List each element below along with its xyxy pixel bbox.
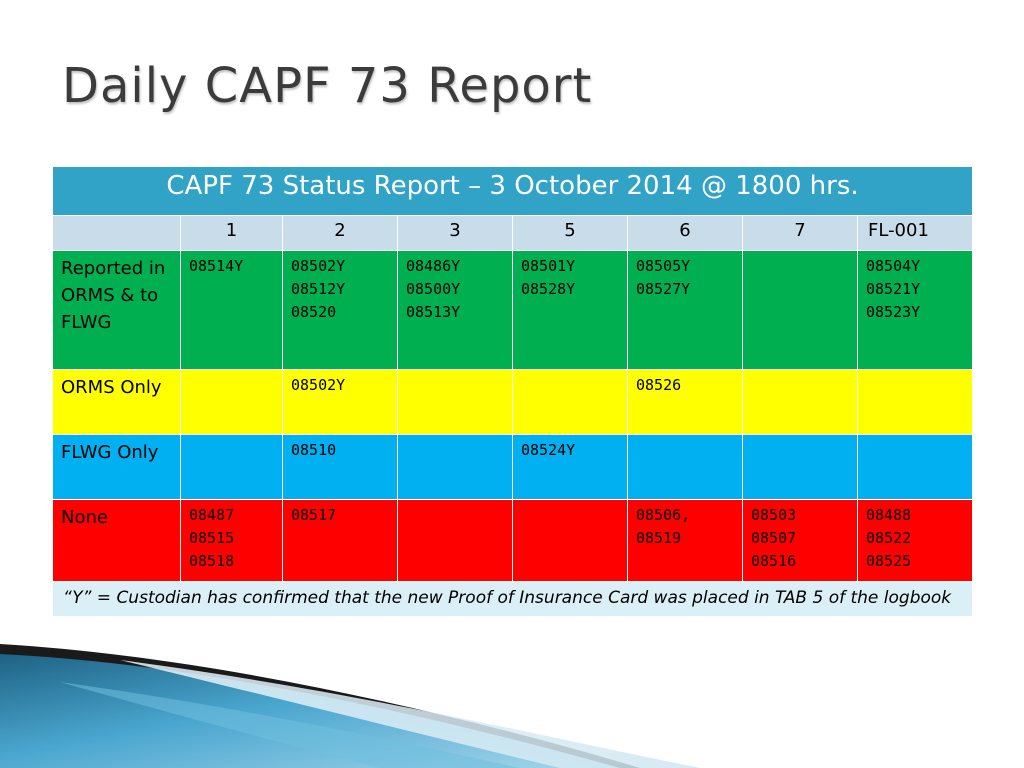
column-header-1: 1 xyxy=(180,215,283,251)
table-header-row: CAPF 73 Status Report – 3 October 2014 @… xyxy=(52,166,973,216)
column-header-5: 5 xyxy=(512,215,628,251)
table-cell: 08501Y 08528Y xyxy=(512,250,628,370)
table-cell xyxy=(857,369,973,435)
table-cell: 08488 08522 08525 xyxy=(857,499,973,582)
table-cell: 08505Y 08527Y xyxy=(627,250,743,370)
table-cell xyxy=(742,250,858,370)
column-header-fl-001: FL-001 xyxy=(857,215,973,251)
column-header-7: 7 xyxy=(742,215,858,251)
table-cell: 08517 xyxy=(282,499,398,582)
decorative-swoosh xyxy=(0,644,700,768)
table-cell xyxy=(397,434,513,500)
row-label: None xyxy=(52,499,181,582)
column-header-blank xyxy=(52,215,181,251)
table-cell xyxy=(627,434,743,500)
table-cell xyxy=(857,434,973,500)
table-cell: 08506, 08519 xyxy=(627,499,743,582)
column-header-3: 3 xyxy=(397,215,513,251)
table-cell xyxy=(742,369,858,435)
table-footnote-row: “Y” = Custodian has confirmed that the n… xyxy=(52,581,973,617)
table-cell xyxy=(742,434,858,500)
table-row-flwg-only: FLWG Only 08510 08524Y xyxy=(52,434,973,500)
row-label: FLWG Only xyxy=(52,434,181,500)
table-cell xyxy=(397,499,513,582)
table-cell xyxy=(512,369,628,435)
table-cell xyxy=(512,499,628,582)
table-cell xyxy=(180,434,283,500)
table-cell: 08524Y xyxy=(512,434,628,500)
table-cell: 08502Y xyxy=(282,369,398,435)
table-cell: 08510 xyxy=(282,434,398,500)
table-header-title: CAPF 73 Status Report – 3 October 2014 @… xyxy=(52,166,973,216)
table-row-orms-only: ORMS Only 08502Y 08526 xyxy=(52,369,973,435)
table-cell: 08514Y xyxy=(180,250,283,370)
table-cell: 08504Y 08521Y 08523Y xyxy=(857,250,973,370)
table-cell: 08503 08507 08516 xyxy=(742,499,858,582)
table-row-none: None 08487 08515 08518 08517 08506, 0851… xyxy=(52,499,973,582)
column-header-row: 1 2 3 5 6 7 FL-001 xyxy=(52,215,973,251)
row-label: ORMS Only xyxy=(52,369,181,435)
table-cell: 08502Y 08512Y 08520 xyxy=(282,250,398,370)
row-label: Reported in ORMS & to FLWG xyxy=(52,250,181,370)
table-row-reported-orms-flwg: Reported in ORMS & to FLWG 08514Y 08502Y… xyxy=(52,250,973,370)
slide-title: Daily CAPF 73 Report xyxy=(62,58,593,114)
column-header-6: 6 xyxy=(627,215,743,251)
table-cell xyxy=(397,369,513,435)
table-cell: 08526 xyxy=(627,369,743,435)
column-header-2: 2 xyxy=(282,215,398,251)
status-report-table: CAPF 73 Status Report – 3 October 2014 @… xyxy=(52,166,973,617)
table-cell: 08486Y 08500Y 08513Y xyxy=(397,250,513,370)
table-cell xyxy=(180,369,283,435)
footnote-text: “Y” = Custodian has confirmed that the n… xyxy=(52,581,973,617)
table-cell: 08487 08515 08518 xyxy=(180,499,283,582)
